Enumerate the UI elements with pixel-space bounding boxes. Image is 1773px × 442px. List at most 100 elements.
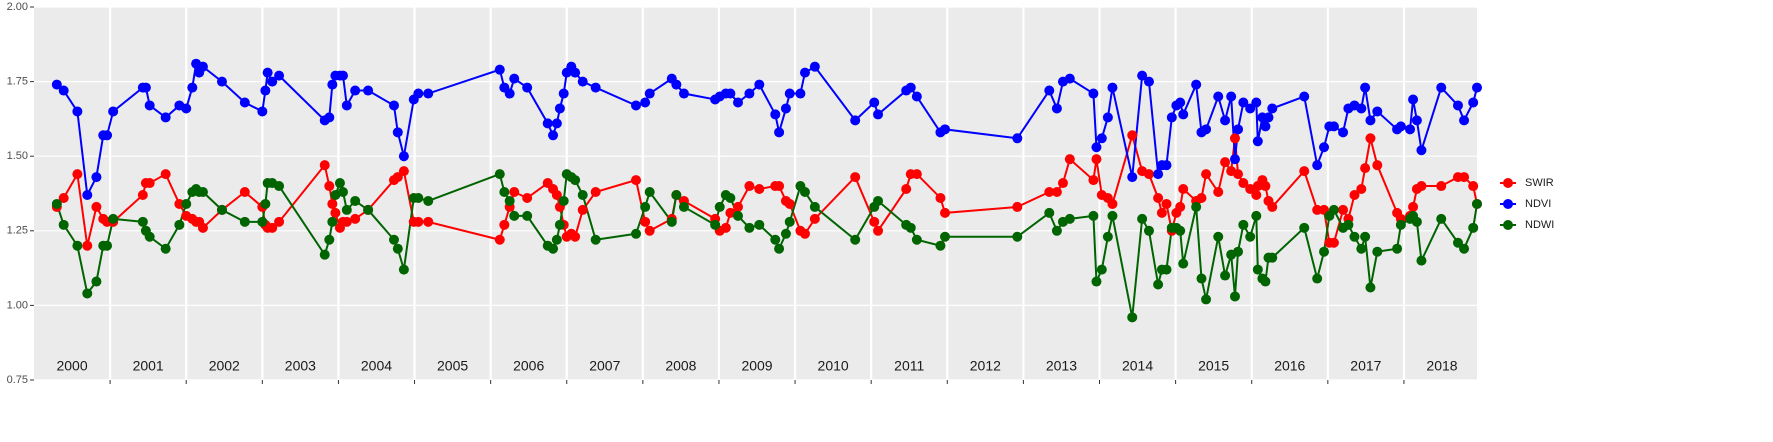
data-point (554, 219, 565, 230)
data-point (1436, 181, 1447, 192)
data-point (388, 234, 399, 245)
data-point (784, 216, 795, 227)
data-point (1143, 169, 1154, 180)
year-label: 2010 (818, 358, 849, 374)
data-point (91, 276, 102, 287)
data-point (1233, 246, 1244, 257)
data-point (1267, 103, 1278, 114)
data-point (1472, 82, 1482, 93)
data-point (714, 201, 725, 212)
y-tick-label: 2.00 (7, 1, 28, 13)
data-point (324, 112, 335, 123)
data-point (1468, 222, 1479, 233)
data-point (1213, 187, 1224, 198)
data-point (160, 243, 171, 254)
legend-label: NDVI (1525, 198, 1551, 210)
data-point (423, 88, 434, 99)
data-point (1196, 192, 1207, 203)
data-point (590, 234, 601, 245)
data-point (905, 222, 916, 233)
data-point (1416, 181, 1427, 192)
data-point (1153, 169, 1164, 180)
data-point (590, 82, 601, 93)
data-point (911, 169, 922, 180)
data-point (341, 100, 352, 111)
data-point (935, 240, 946, 251)
data-point (1360, 82, 1371, 93)
data-point (548, 130, 559, 141)
data-point (1096, 133, 1107, 144)
data-point (260, 85, 271, 96)
data-point (239, 216, 250, 227)
data-point (873, 109, 884, 120)
data-point (363, 85, 374, 96)
data-point (1229, 133, 1240, 144)
data-point (1064, 213, 1075, 224)
data-point (873, 225, 884, 236)
data-point (504, 195, 515, 206)
data-point (1220, 115, 1231, 126)
legend-label: SWIR (1525, 177, 1554, 189)
data-point (324, 234, 335, 245)
data-point (1436, 213, 1447, 224)
data-point (1012, 231, 1023, 242)
data-point (631, 100, 642, 111)
data-point (494, 64, 505, 75)
data-point (58, 219, 69, 230)
data-point (1395, 121, 1406, 132)
data-point (1267, 252, 1278, 263)
data-point (494, 169, 505, 180)
data-point (82, 189, 93, 200)
data-point (1220, 270, 1231, 281)
data-point (327, 79, 338, 90)
data-point (1343, 219, 1354, 230)
year-label: 2017 (1350, 358, 1381, 374)
data-point (809, 61, 820, 72)
year-label: 2005 (437, 358, 468, 374)
data-point (640, 216, 651, 227)
data-point (144, 178, 155, 189)
data-point (644, 187, 655, 198)
data-point (174, 219, 185, 230)
data-point (1338, 204, 1349, 215)
data-point (577, 189, 588, 200)
year-label: 2001 (133, 358, 164, 374)
data-point (940, 124, 951, 135)
data-point (392, 127, 403, 138)
data-point (160, 112, 171, 123)
data-point (413, 88, 424, 99)
data-point (413, 216, 424, 227)
legend-point (1503, 199, 1513, 209)
data-point (577, 76, 588, 87)
data-point (809, 201, 820, 212)
data-point (423, 216, 434, 227)
data-point (1064, 73, 1075, 84)
data-point (744, 88, 755, 99)
data-point (350, 195, 361, 206)
data-point (1201, 169, 1212, 180)
data-point (1360, 231, 1371, 242)
data-point (137, 216, 148, 227)
data-point (644, 88, 655, 99)
data-point (1349, 231, 1360, 242)
data-point (1178, 184, 1189, 195)
data-point (350, 213, 361, 224)
data-point (262, 67, 273, 78)
data-point (330, 207, 341, 218)
data-point (413, 192, 424, 203)
data-point (754, 184, 765, 195)
data-point (754, 219, 765, 230)
data-point (82, 240, 93, 251)
data-point (239, 97, 250, 108)
data-point (197, 222, 208, 233)
data-point (1096, 264, 1107, 275)
data-point (82, 288, 93, 299)
data-point (935, 192, 946, 203)
data-point (1107, 210, 1118, 221)
data-point (1260, 276, 1271, 287)
data-point (1201, 124, 1212, 135)
data-point (1328, 121, 1339, 132)
data-point (58, 85, 69, 96)
y-tick-label: 1.00 (7, 299, 28, 311)
